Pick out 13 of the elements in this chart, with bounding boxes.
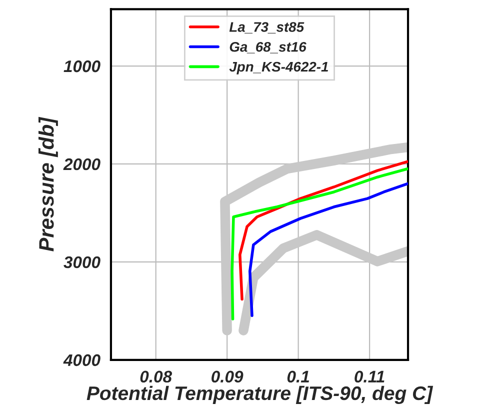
legend-label: Jpn_KS-4622-1 [229, 62, 328, 74]
legend-label: La_73_st85 [229, 22, 304, 34]
y-tick-label: 4000 [63, 354, 100, 366]
y-axis-title: Pressure [db] [38, 116, 58, 252]
y-tick-label: 2000 [63, 158, 100, 170]
legend-label: Ga_68_st16 [230, 42, 306, 54]
x-tick-label: 0.09 [212, 370, 244, 383]
y-tick-label: 1000 [64, 60, 100, 72]
y-tick-label: 3000 [64, 256, 100, 268]
x-tick-label: 0.11 [354, 370, 384, 383]
x-tick-label: 0.08 [140, 370, 172, 383]
x-axis-title: Potential Temperature [ITS-90, deg C] [86, 386, 434, 404]
x-tick-label: 0.1 [287, 370, 310, 383]
